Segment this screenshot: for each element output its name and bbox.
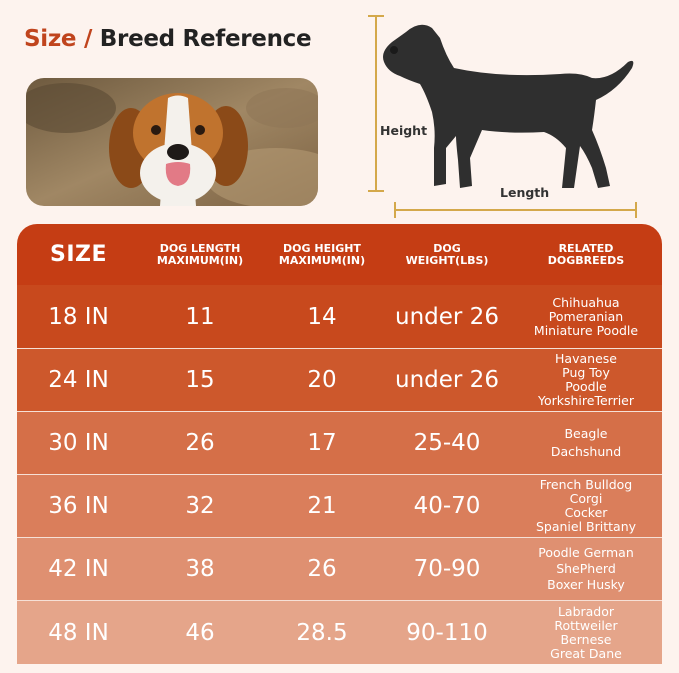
- table-row: 18 IN 11 14 under 26 Chihuahua Pomeranian…: [17, 285, 662, 348]
- cell-weight: under 26: [395, 303, 499, 330]
- cell-length: 15: [185, 367, 215, 393]
- cell-size: 48 IN: [48, 619, 109, 646]
- table-row: 36 IN 32 21 40-70 French Bulldog Corgi Coc…: [17, 475, 662, 537]
- cell-height: 14: [307, 303, 337, 330]
- table-row: 42 IN 38 26 70-90 Poodle German ShePherd B…: [17, 538, 662, 600]
- cell-size: 24 IN: [48, 367, 109, 393]
- cell-weight: 40-70: [413, 493, 481, 519]
- cell-height: 28.5: [296, 619, 348, 646]
- cell-size: 30 IN: [48, 430, 109, 456]
- table-header-row: SIZE DOG LENGTH MAXIMUM(IN) DOG HEIGHT MAX…: [17, 224, 662, 285]
- page-title: Size / Breed Reference: [24, 26, 312, 52]
- header-dog-length: DOG LENGTH MAXIMUM(IN): [156, 241, 244, 267]
- table-row: 30 IN 26 17 25-40 Beagle Dachshund: [17, 412, 662, 474]
- cell-height: 17: [307, 430, 337, 456]
- table-row: 24 IN 15 20 under 26 Havanese Pug Toy Pood…: [17, 349, 662, 411]
- cell-size: 36 IN: [48, 493, 109, 519]
- cell-height: 26: [307, 556, 337, 582]
- title-breed-reference: Breed Reference: [99, 26, 312, 52]
- title-separator: /: [83, 26, 93, 52]
- size-chart-table: SIZE DOG LENGTH MAXIMUM(IN) DOG HEIGHT MAX…: [17, 224, 662, 664]
- cell-breeds: Havanese Pug Toy Poodle YorkshireTerrier: [537, 351, 635, 408]
- length-label: Length: [500, 185, 550, 200]
- cell-weight: under 26: [395, 367, 499, 393]
- cell-length: 11: [185, 303, 215, 330]
- beagle-photo: [26, 78, 318, 206]
- header-dog-height: DOG HEIGHT MAXIMUM(IN): [278, 241, 366, 267]
- cell-size: 42 IN: [48, 556, 109, 582]
- cell-height: 20: [307, 367, 337, 393]
- cell-weight: 90-110: [406, 619, 488, 646]
- cell-breeds: Poodle German ShePherd Boxer Husky: [538, 545, 634, 592]
- cell-height: 21: [307, 493, 337, 519]
- cell-length: 26: [185, 430, 215, 456]
- title-size: Size: [24, 26, 77, 52]
- cell-weight: 70-90: [413, 556, 481, 582]
- cell-length: 32: [185, 493, 215, 519]
- cell-weight: 25-40: [413, 430, 481, 456]
- height-label: Height: [380, 123, 428, 138]
- cell-breeds: Labrador Rottweiler Bernese Great Dane: [550, 603, 622, 661]
- header-dog-weight: DOG WEIGHT(LBS): [405, 241, 489, 267]
- header-size: SIZE: [49, 242, 107, 267]
- header-related-breeds: RELATED DOGBREEDS: [547, 241, 625, 267]
- cell-length: 38: [185, 556, 215, 582]
- cell-length: 46: [185, 619, 215, 646]
- table-row: 48 IN 46 28.5 90-110 Labrador Rottweiler B…: [17, 601, 662, 664]
- cell-breeds: Beagle Dachshund: [550, 426, 622, 459]
- cell-breeds: French Bulldog Corgi Cocker Spaniel Brittan…: [535, 477, 637, 534]
- cell-size: 18 IN: [48, 303, 109, 330]
- dog-measurement-diagram: Height Length: [360, 8, 660, 218]
- cell-breeds: Chihuahua Pomeranian Miniature Poodle: [533, 294, 639, 338]
